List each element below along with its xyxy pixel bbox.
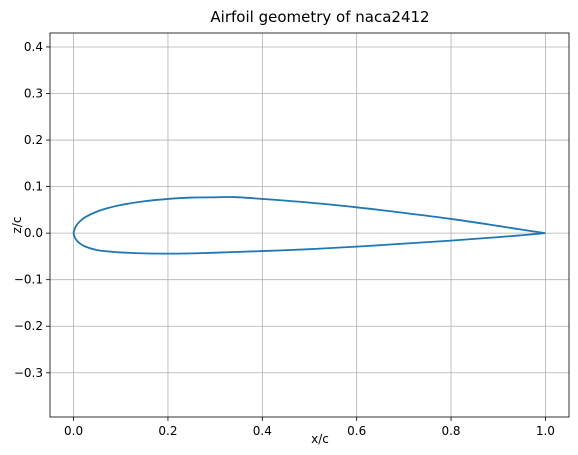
x-tick-label: 0.2 [158, 424, 177, 438]
y-tick-label: −0.1 [14, 273, 43, 287]
grid [50, 33, 569, 417]
plot-area [72, 196, 546, 255]
x-tick-label: 0.4 [253, 424, 272, 438]
airfoil-contour-line [72, 196, 546, 255]
y-tick-label: 0.2 [24, 133, 43, 147]
x-tick-label: 0.0 [64, 424, 83, 438]
x-axis: 0.0 0.2 0.4 0.6 0.8 1.0 [64, 417, 555, 438]
x-tick-label: 0.6 [347, 424, 366, 438]
y-tick-label: −0.3 [14, 366, 43, 380]
y-tick-label: 0.4 [24, 40, 43, 54]
y-axis-label: z/c [10, 217, 24, 234]
y-tick-label: −0.2 [14, 319, 43, 333]
axes-frame [49, 32, 570, 418]
y-tick-label: 0.3 [24, 87, 43, 101]
chart-title: Airfoil geometry of naca2412 [210, 8, 429, 26]
x-axis-label: x/c [311, 432, 329, 446]
y-tick-label: 0.0 [24, 226, 43, 240]
y-axis: −0.3 −0.2 −0.1 0.0 0.1 0.2 0.3 0.4 [14, 40, 50, 380]
x-tick-label: 1.0 [536, 424, 555, 438]
x-tick-label: 0.8 [441, 424, 460, 438]
y-tick-label: 0.1 [24, 180, 43, 194]
